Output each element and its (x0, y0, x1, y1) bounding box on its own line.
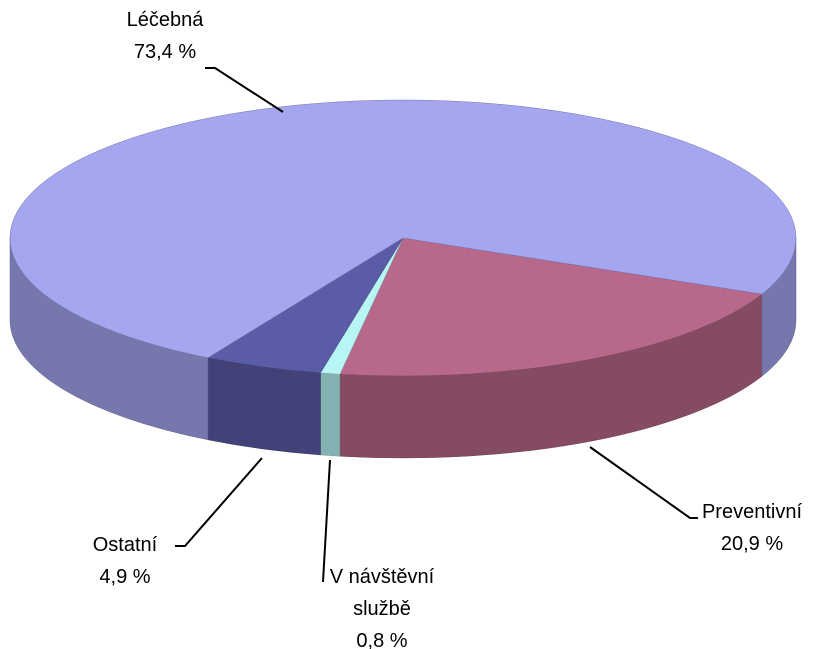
category-label: Preventivní (701, 501, 803, 523)
slice-label: V návštěvní službě 0,8 % (322, 561, 442, 649)
value-label: 20,9 % (720, 533, 784, 555)
leader-line (205, 67, 284, 113)
slice-label: Ostatní 4,9 % (65, 529, 185, 593)
value-label: 73,4 % (133, 41, 197, 63)
category-label: Ostatní (92, 534, 158, 556)
slice (339, 237, 763, 377)
leader-line (322, 459, 331, 583)
slice (9, 99, 797, 359)
category-label: V návštěvní službě (329, 566, 435, 620)
slice-label: Léčebná 73,4 % (105, 4, 225, 68)
slice-side (320, 372, 341, 457)
value-label: 0,8 % (356, 630, 408, 649)
leader-line (175, 457, 263, 547)
leader-line (589, 446, 698, 519)
slice-side (207, 357, 321, 456)
category-label: Léčebná (126, 9, 204, 31)
value-label: 4,9 % (99, 566, 151, 588)
slice-label: Preventivní 20,9 % (692, 496, 812, 560)
